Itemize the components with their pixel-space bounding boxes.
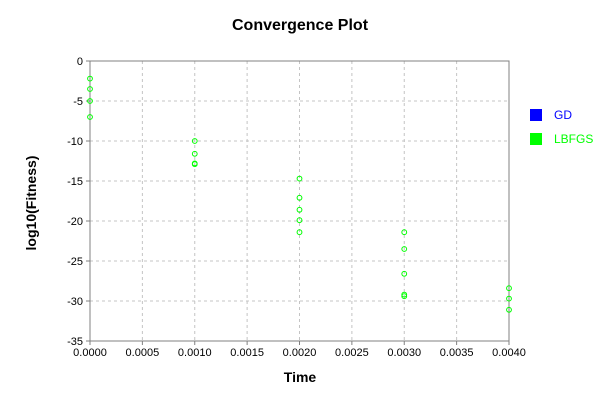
data-point-lbfgs [87,114,93,120]
x-tick-label: 0.0015 [230,347,264,359]
grid-layer [90,61,509,341]
x-axis-label: Time [284,369,317,385]
x-tick-label: 0.0000 [73,347,107,359]
data-point-lbfgs [401,229,408,236]
x-tick-label: 0.0005 [126,347,160,359]
y-tick-label: -15 [67,176,83,188]
x-tick-label: 0.0010 [178,347,212,359]
y-tick-label: -20 [67,216,83,228]
y-tick-label: -5 [73,96,83,108]
data-point-lbfgs [401,270,408,277]
chart-title: Convergence Plot [232,17,369,34]
data-point-lbfgs [506,295,512,302]
x-tick-label: 0.0030 [387,347,421,359]
data-point-lbfgs [296,206,303,213]
data-point-lbfgs [506,285,512,292]
y-axis-label: log10(Fitness) [23,156,39,251]
legend: GD LBFGS [530,108,593,146]
legend-swatch-gd [530,109,542,121]
x-tick-label: 0.0040 [492,347,526,359]
y-tick-label: 0 [77,56,83,68]
data-point-lbfgs [296,229,303,236]
data-point-lbfgs [191,161,198,168]
data-point-lbfgs [87,98,93,104]
data-point-lbfgs [191,150,198,157]
legend-swatch-lbfgs [530,133,542,145]
data-point-lbfgs [296,217,303,224]
x-tick-label: 0.0025 [335,347,369,359]
y-tick-label: -35 [67,336,83,348]
data-point-lbfgs [506,306,512,313]
y-tick-label: -10 [67,136,83,148]
data-point-lbfgs [401,293,408,300]
x-tick-label: 0.0020 [283,347,317,359]
data-point-lbfgs [296,194,303,201]
data-point-lbfgs [296,175,303,182]
y-tick-label: -25 [67,256,83,268]
y-tick-label: -30 [67,296,83,308]
data-point-lbfgs [401,246,408,252]
data-point-lbfgs [191,138,198,144]
data-point-lbfgs [87,86,93,92]
points-layer [87,75,512,313]
x-tick-label: 0.0035 [440,347,474,359]
legend-label-lbfgs: LBFGS [554,132,593,146]
data-point-lbfgs [87,75,93,82]
legend-label-gd: GD [554,108,572,122]
tick-layer: 0.0000 0.0005 0.0010 0.0015 0.0020 0.0025 0.00… [67,56,526,359]
